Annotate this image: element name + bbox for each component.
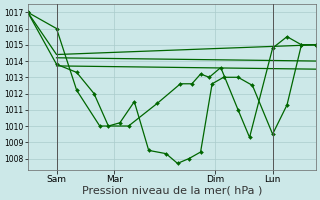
X-axis label: Pression niveau de la mer( hPa ): Pression niveau de la mer( hPa ) <box>82 186 262 196</box>
